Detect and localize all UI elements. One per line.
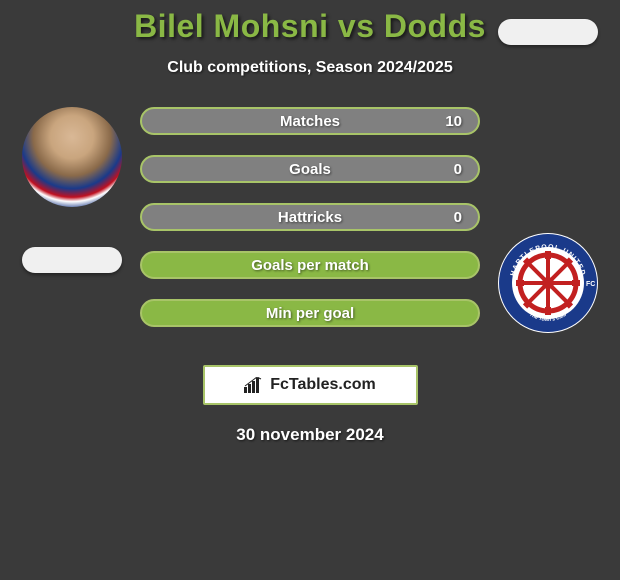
stat-right-value: 10 (445, 113, 462, 130)
fctables-logo-box: FcTables.com (203, 365, 418, 405)
flag-pill-right (498, 19, 598, 45)
stat-bars: Matches 10 Goals 0 Hattricks 0 Goals per… (140, 107, 480, 327)
comparison-row: Matches 10 Goals 0 Hattricks 0 Goals per… (0, 107, 620, 337)
stat-bar-goals-per-match: Goals per match (140, 251, 480, 279)
left-player-column (22, 107, 122, 273)
player-avatar-left (22, 107, 122, 207)
bar-chart-icon (244, 377, 264, 393)
svg-text:FC: FC (586, 281, 595, 288)
logo-text: FcTables.com (270, 376, 376, 394)
club-crest-icon: HARTLEPOOL UNITED The Town's Club FC (498, 233, 598, 333)
stat-bar-goals: Goals 0 (140, 155, 480, 183)
stat-bar-matches: Matches 10 (140, 107, 480, 135)
date-text: 30 november 2024 (0, 425, 620, 445)
stat-label: Matches (280, 113, 340, 130)
stat-right-value: 0 (454, 161, 462, 178)
right-player-column: HARTLEPOOL UNITED The Town's Club FC (498, 107, 598, 337)
flag-pill-left (22, 247, 122, 273)
stat-label: Min per goal (266, 305, 354, 322)
comparison-infographic: Bilel Mohsni vs Dodds Club competitions,… (0, 0, 620, 445)
club-badge-right: HARTLEPOOL UNITED The Town's Club FC (498, 233, 598, 333)
stat-bar-hattricks: Hattricks 0 (140, 203, 480, 231)
stat-label: Goals (289, 161, 331, 178)
stat-bar-min-per-goal: Min per goal (140, 299, 480, 327)
stat-right-value: 0 (454, 209, 462, 226)
subtitle: Club competitions, Season 2024/2025 (0, 59, 620, 77)
stat-label: Goals per match (251, 257, 369, 274)
stat-label: Hattricks (278, 209, 342, 226)
